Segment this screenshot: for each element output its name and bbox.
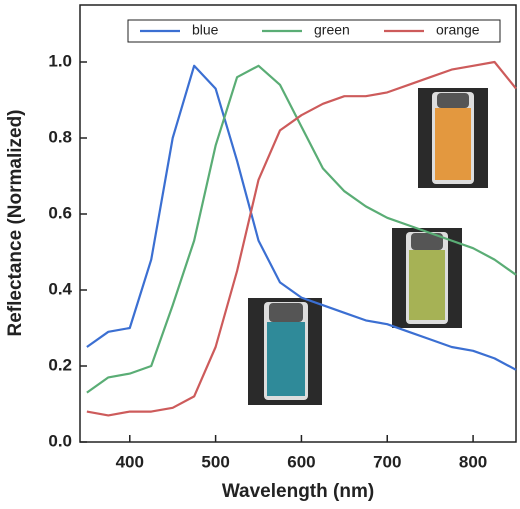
vial-green (392, 228, 462, 328)
series-line (86, 64, 517, 394)
vial-orange (418, 88, 488, 188)
legend-label: orange (436, 22, 480, 38)
y-tick-label: 0.8 (48, 127, 72, 146)
series-line (86, 60, 517, 417)
legend-box (127, 19, 501, 43)
x-axis-label: Wavelength (nm) (222, 481, 374, 502)
legend-label: green (314, 22, 350, 38)
x-tick-label: 400 (116, 452, 144, 471)
y-tick-label: 0.0 (48, 431, 72, 450)
vial-blue (248, 298, 322, 405)
y-tick-label: 1.0 (48, 51, 72, 70)
y-tick-label: 0.2 (48, 355, 72, 374)
x-tick-label: 600 (287, 452, 315, 471)
y-tick-label: 0.4 (48, 279, 72, 298)
x-tick-label: 800 (459, 452, 487, 471)
legend-label: blue (192, 22, 219, 38)
y-tick-label: 0.6 (48, 203, 72, 222)
series-line (86, 64, 517, 371)
x-tick-label: 700 (373, 452, 401, 471)
x-tick-label: 500 (201, 452, 229, 471)
y-axis-label: Reflectance (Normalized) (5, 109, 26, 336)
plot-frame (79, 4, 517, 443)
